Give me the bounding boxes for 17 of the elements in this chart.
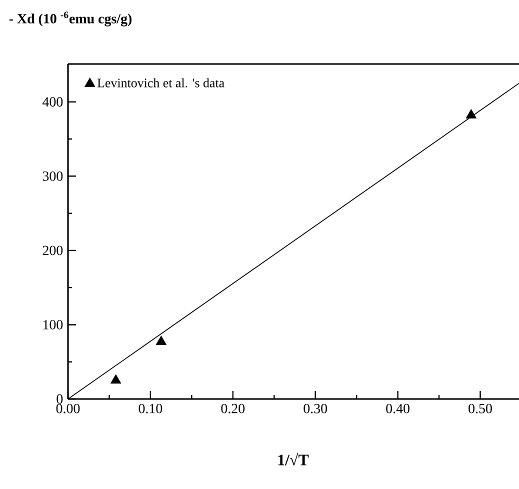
- x-tick-label: 0.00: [56, 404, 80, 414]
- x-tick-label: 0.50: [468, 404, 492, 414]
- y-tick-label: 300: [42, 171, 63, 181]
- x-axis-title: 1/√T: [278, 452, 309, 466]
- x-tick-label: 0.20: [221, 404, 245, 414]
- point: [466, 109, 477, 118]
- y-tick-label: 100: [43, 320, 63, 330]
- y-tick-label: 0: [56, 394, 63, 404]
- x-tick-label: 0.10: [138, 404, 162, 414]
- x-tick-label: 0.40: [386, 404, 410, 414]
- point: [110, 374, 122, 384]
- y-tick-label: 400: [42, 97, 63, 107]
- y-tick-label: 200: [42, 246, 63, 256]
- legend-label: Levintovich et al. 's data: [97, 78, 224, 88]
- x-tick-label: 0.30: [304, 404, 328, 414]
- y-axis-title: - Xd (10 $^{-6}$emu cgs/g): [9, 12, 132, 26]
- point: [156, 336, 167, 345]
